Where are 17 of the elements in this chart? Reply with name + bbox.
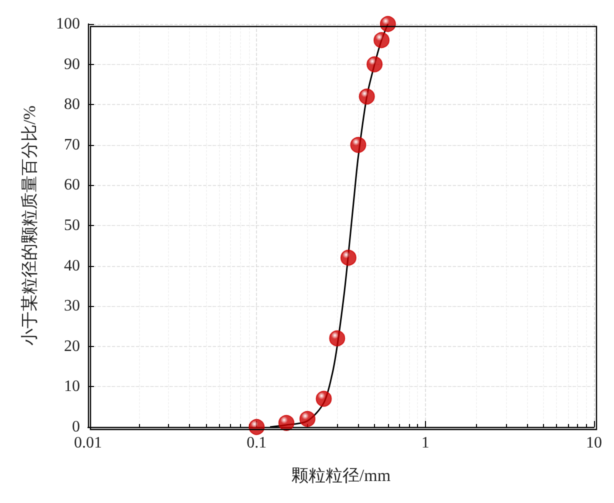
y-tick-label: 70	[64, 136, 80, 154]
y-axis-title: 小于某粒径的颗粒质量百分比/%	[20, 106, 39, 346]
y-tick-label: 50	[64, 217, 80, 234]
y-tick-label: 0	[72, 418, 80, 436]
y-tick-label: 40	[64, 257, 80, 274]
x-tick-label: 0.01	[74, 434, 102, 452]
y-tick-label: 100	[56, 16, 80, 32]
y-tick-label: 60	[64, 176, 80, 194]
y-tick-label: 20	[64, 338, 80, 355]
x-tick-label: 10	[586, 434, 602, 452]
x-axis-title: 颗粒粒径/mm	[291, 466, 391, 485]
y-tick-label: 10	[64, 378, 80, 396]
x-tick-label: 0.1	[246, 434, 267, 452]
y-tick-label: 80	[64, 96, 80, 114]
y-tick-label: 90	[64, 56, 80, 73]
x-tick-label: 1	[421, 434, 430, 452]
y-tick-label: 30	[64, 298, 80, 315]
